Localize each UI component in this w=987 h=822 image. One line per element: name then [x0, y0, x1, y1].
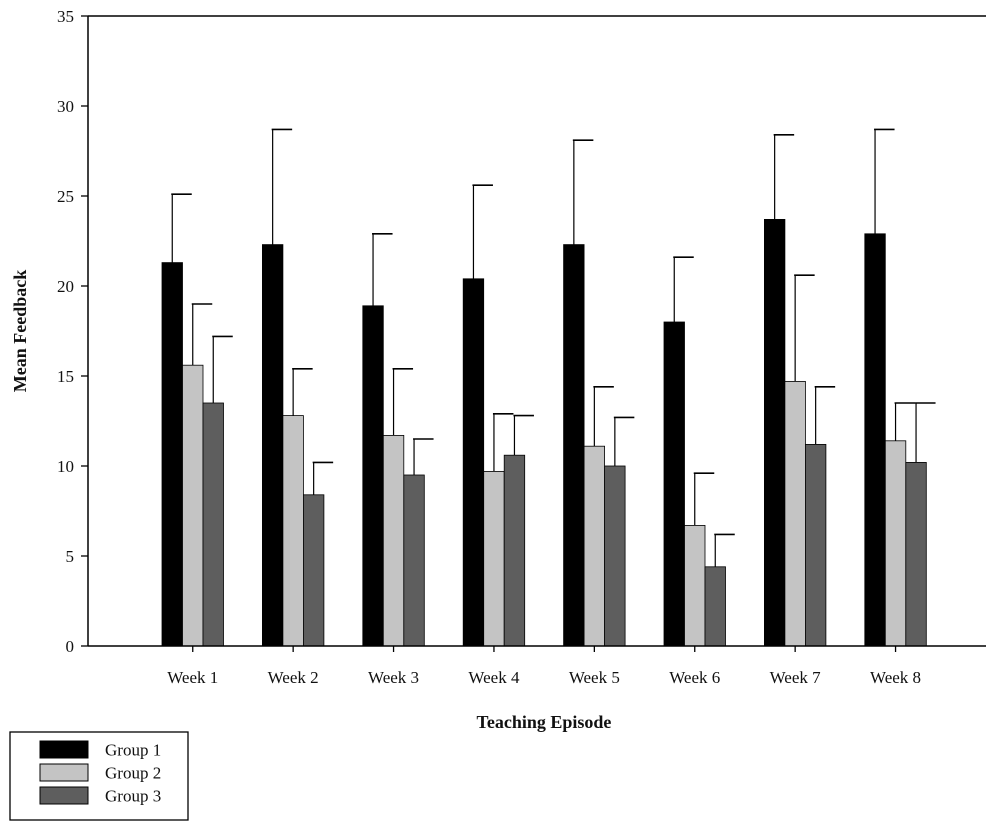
legend-label: Group 2: [105, 764, 161, 783]
error-bar: [693, 472, 715, 526]
legend-label: Group 1: [105, 741, 161, 760]
legend-box: [9, 731, 189, 821]
bar: [764, 218, 786, 647]
x-tick-label: Week 5: [569, 668, 620, 687]
bar: [483, 470, 505, 647]
error-bar: [492, 412, 514, 472]
error-bar: [171, 193, 192, 263]
bar: [182, 364, 204, 647]
legend-swatch: [39, 786, 89, 805]
error-bar: [513, 414, 534, 456]
error-bar: [212, 335, 233, 403]
error-bar: [915, 402, 936, 463]
bar: [604, 465, 626, 647]
error-bar: [894, 402, 916, 441]
bar: [864, 233, 886, 647]
bar: [403, 474, 425, 647]
error-bar: [794, 274, 815, 382]
bar: [704, 566, 726, 647]
y-tick-label: 5: [66, 547, 75, 566]
y-tick-label: 35: [57, 7, 74, 26]
error-bar: [673, 256, 694, 322]
bar: [884, 440, 907, 647]
y-tick-label: 15: [57, 367, 74, 386]
bar: [684, 525, 706, 647]
x-tick-label: Week 7: [770, 668, 822, 687]
bars-layer: [161, 218, 927, 647]
error-bar: [191, 303, 213, 366]
y-tick-label: 25: [57, 187, 74, 206]
bar: [202, 402, 224, 647]
legend-swatch: [39, 740, 89, 759]
y-tick-label: 10: [57, 457, 74, 476]
error-bar: [413, 438, 434, 475]
error-bar: [773, 134, 795, 220]
error-bar: [572, 139, 594, 245]
bar: [503, 454, 526, 647]
y-tick-label: 20: [57, 277, 74, 296]
bar: [382, 434, 405, 647]
error-bar: [714, 533, 735, 567]
axes-layer: 0 5 10 15 20 25 30 35 Week 1 Week 2 Week 3 Week 4 We…: [57, 7, 986, 687]
error-bar: [372, 233, 393, 306]
bar: [663, 321, 685, 647]
y-tick-label: 30: [57, 97, 74, 116]
bar: [261, 244, 284, 647]
y-tick-label: 0: [66, 637, 75, 656]
x-tick-label: Week 1: [167, 668, 218, 687]
error-bar: [312, 461, 334, 495]
y-axis-title: Mean Feedback: [10, 270, 30, 392]
x-tick-label: Week 4: [468, 668, 520, 687]
error-bar: [292, 367, 313, 416]
bar: [282, 415, 304, 647]
error-bar: [472, 184, 493, 279]
x-tick-label: Week 3: [368, 668, 419, 687]
legend: Group 1 Group 2 Group 3: [9, 731, 189, 821]
bar: [805, 443, 827, 647]
bar: [462, 278, 485, 647]
legend-swatch: [39, 763, 89, 782]
legend-item: Group 3: [39, 786, 161, 806]
bar: [784, 380, 806, 647]
bar: [583, 445, 605, 647]
error-bar: [814, 385, 836, 445]
legend-item: Group 1: [39, 740, 161, 760]
bar: [161, 262, 183, 647]
x-axis-title: Teaching Episode: [477, 712, 612, 732]
error-bars-layer: [171, 128, 936, 567]
error-bar: [613, 416, 635, 466]
legend-label: Group 3: [105, 787, 161, 806]
error-bar: [271, 128, 293, 245]
bar: [563, 244, 585, 647]
x-tick-label: Week 8: [870, 668, 921, 687]
error-bar: [593, 385, 614, 447]
x-tick-label: Week 2: [268, 668, 319, 687]
error-bar: [392, 367, 414, 436]
bar: [905, 461, 927, 647]
x-tick-label: Week 6: [669, 668, 720, 687]
legend-item: Group 2: [39, 763, 161, 783]
error-bar: [874, 128, 895, 234]
bar: [302, 494, 325, 647]
bar: [362, 305, 384, 647]
